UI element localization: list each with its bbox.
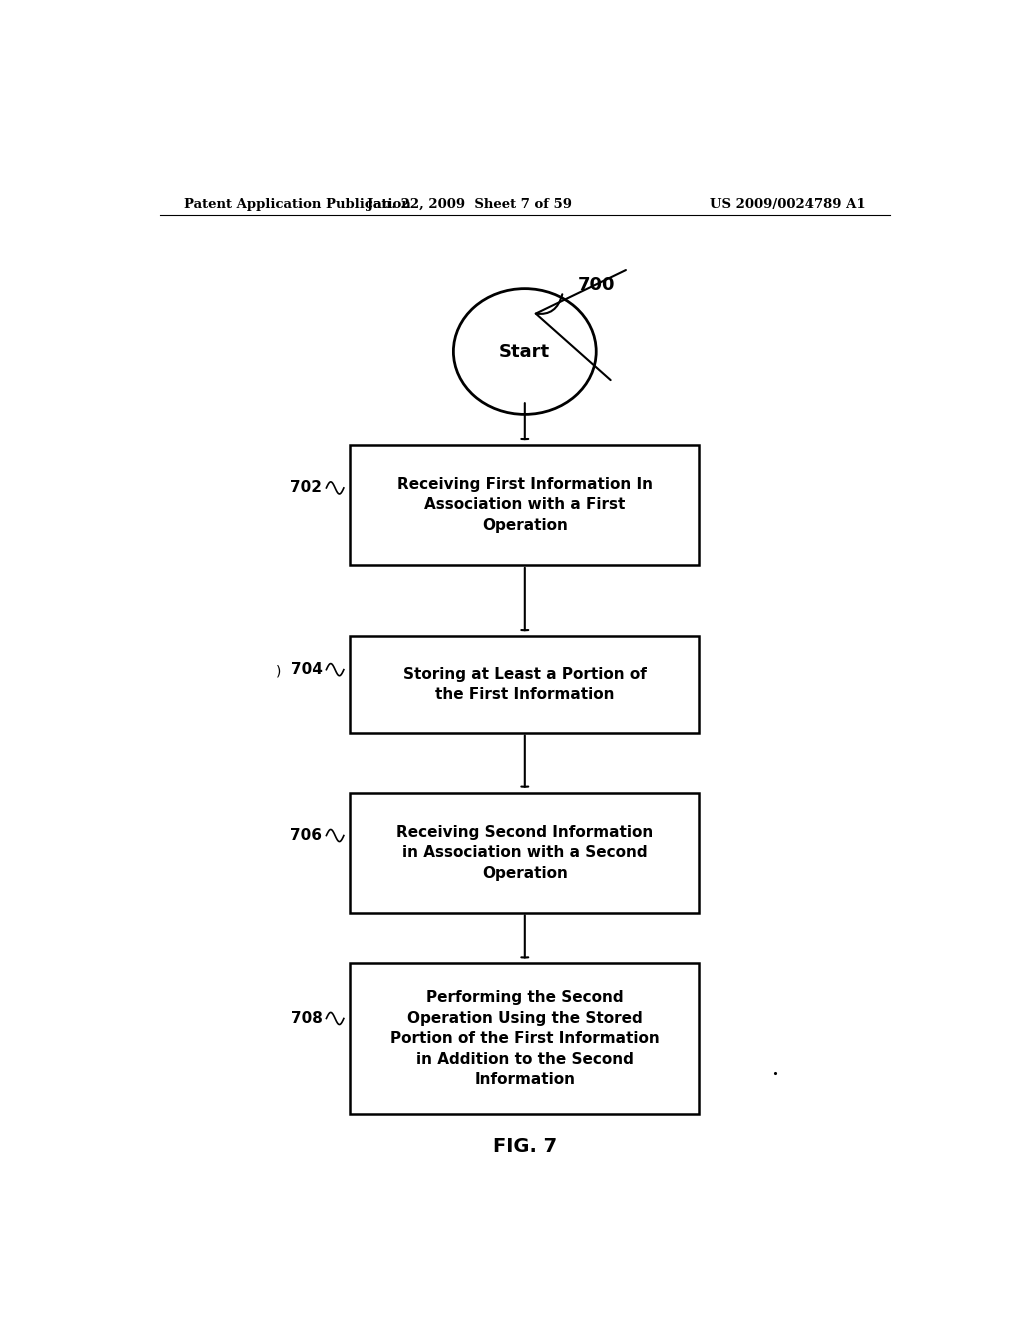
Text: Receiving Second Information
in Association with a Second
Operation: Receiving Second Information in Associat… <box>396 825 653 880</box>
Text: 706: 706 <box>291 828 323 843</box>
Text: Patent Application Publication: Patent Application Publication <box>183 198 411 211</box>
Text: 704: 704 <box>291 663 323 677</box>
Text: ): ) <box>276 665 282 678</box>
Text: Receiving First Information In
Association with a First
Operation: Receiving First Information In Associati… <box>396 477 653 533</box>
Text: FIG. 7: FIG. 7 <box>493 1137 557 1156</box>
Bar <box>350 964 699 1114</box>
Text: 708: 708 <box>291 1011 323 1026</box>
Text: 700: 700 <box>578 276 615 294</box>
Text: 702: 702 <box>291 480 323 495</box>
FancyArrowPatch shape <box>536 271 626 380</box>
Text: Jan. 22, 2009  Sheet 7 of 59: Jan. 22, 2009 Sheet 7 of 59 <box>367 198 571 211</box>
Text: Performing the Second
Operation Using the Stored
Portion of the First Informatio: Performing the Second Operation Using th… <box>390 990 659 1086</box>
Text: US 2009/0024789 A1: US 2009/0024789 A1 <box>711 198 866 211</box>
Bar <box>350 636 699 733</box>
Bar <box>350 792 699 912</box>
Text: Start: Start <box>500 342 550 360</box>
Text: Storing at Least a Portion of
the First Information: Storing at Least a Portion of the First … <box>402 667 647 702</box>
Bar <box>350 445 699 565</box>
